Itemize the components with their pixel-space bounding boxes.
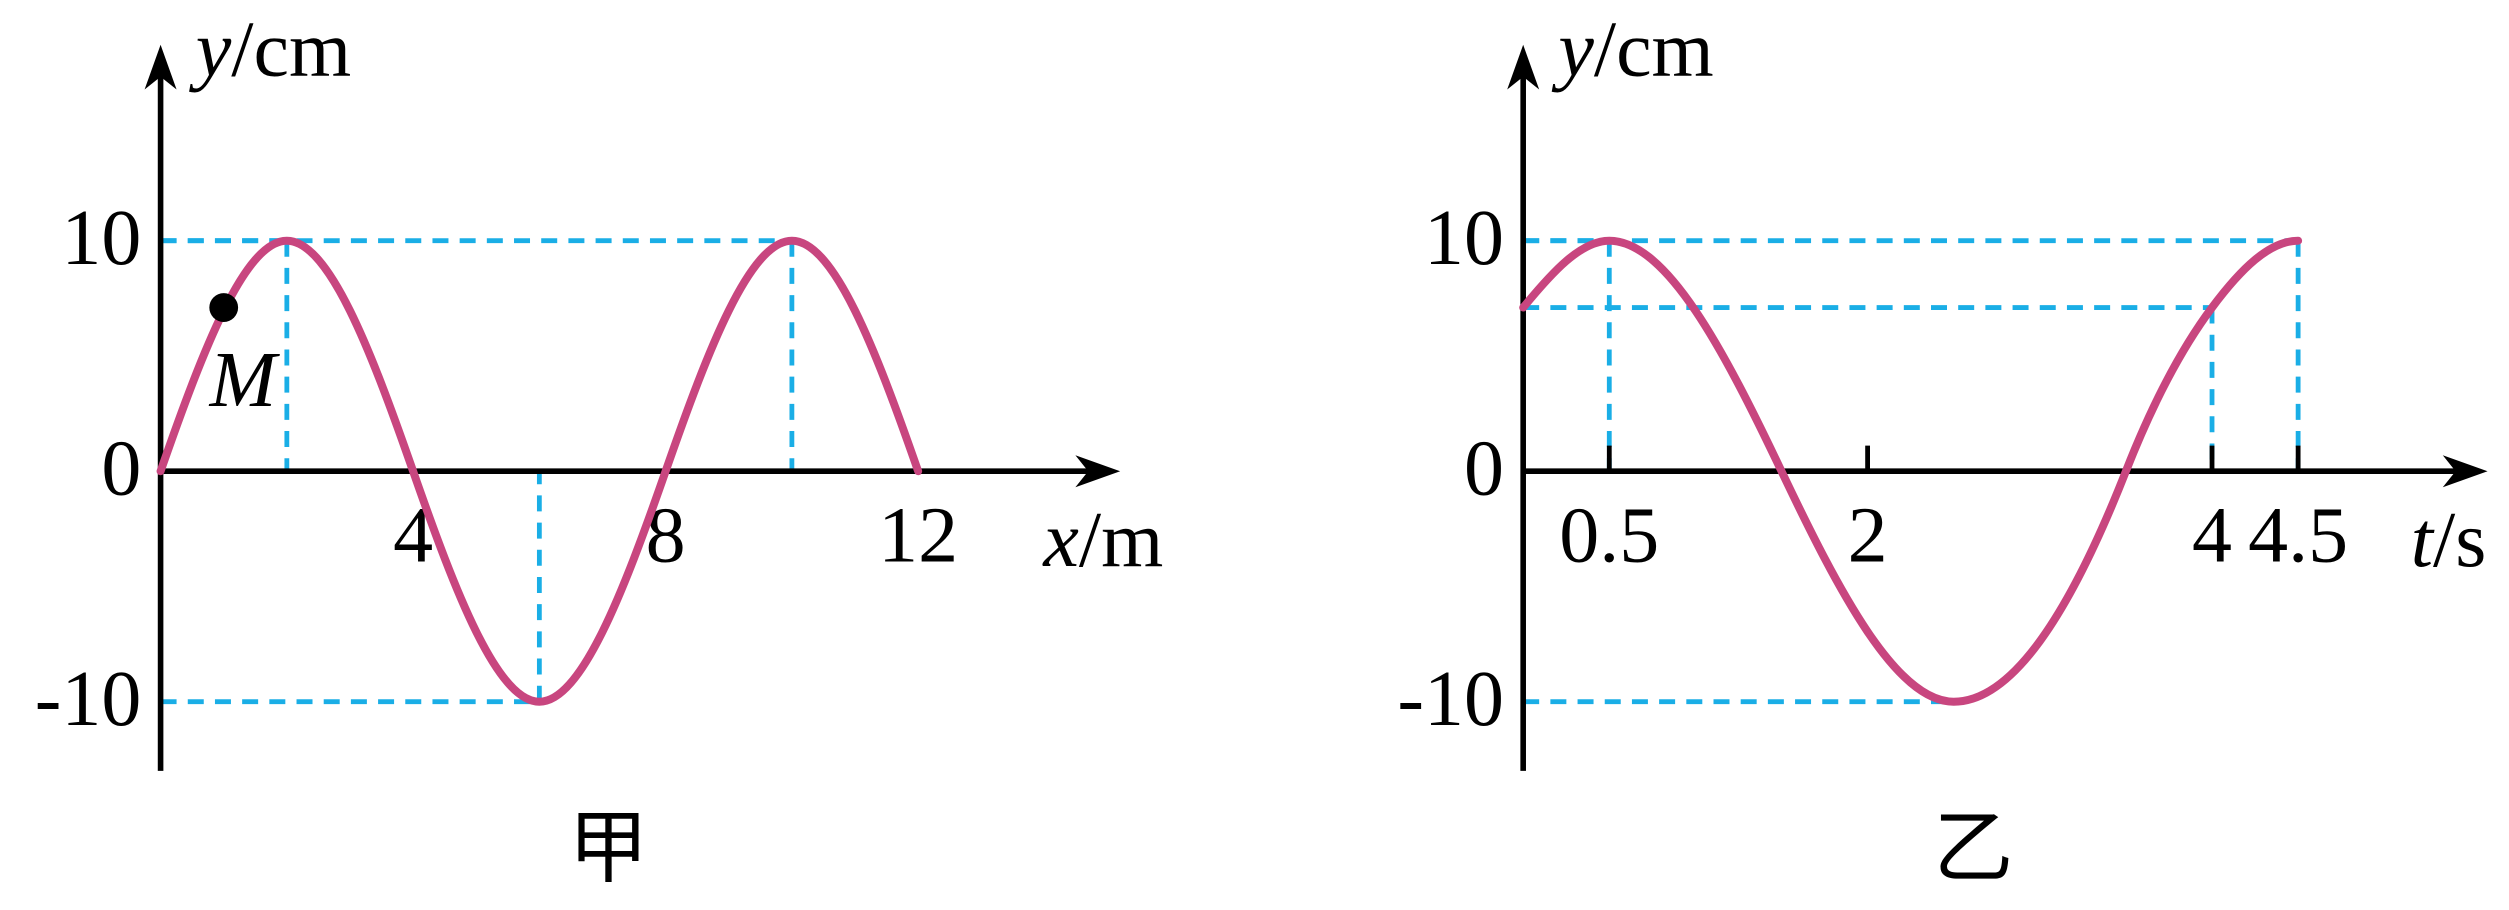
x-axis-label: t/s — [2411, 496, 2487, 584]
caption: 甲 — [568, 806, 648, 894]
y-axis-unit: /cm — [231, 6, 351, 94]
y-tick-label: 10 — [1424, 194, 1504, 282]
y-tick-label: -10 — [35, 655, 142, 743]
y-axis-symbol: y — [189, 6, 232, 94]
y-axis-label: y/cm — [1551, 6, 1713, 94]
caption: 乙 — [1933, 806, 2013, 894]
x-axis-label: x/m — [1042, 496, 1163, 584]
y-tick-label: 0 — [101, 424, 141, 512]
x-axis-arrow — [1075, 455, 1121, 488]
point-label: M — [209, 336, 281, 424]
wave-curve — [1519, 236, 2303, 706]
y-axis-symbol: y — [1551, 6, 1594, 94]
y-axis-arrow — [144, 44, 177, 90]
y-axis-unit: /cm — [1594, 6, 1714, 94]
y-tick-label: -10 — [1397, 655, 1504, 743]
y-tick-label: 0 — [1464, 424, 1504, 512]
y-axis-arrow — [1507, 44, 1540, 90]
x-tick-label: 4.5 — [2248, 492, 2348, 580]
x-axis-symbol: t — [2411, 496, 2435, 584]
x-axis-arrow — [2442, 455, 2488, 488]
y-tick-label: 10 — [61, 194, 141, 282]
x-tick-label: 0.5 — [1559, 492, 1659, 580]
wave-curve — [156, 236, 923, 706]
x-tick-label: 2 — [1848, 492, 1888, 580]
x-axis-symbol: x — [1042, 496, 1079, 584]
x-tick-label: 4 — [2192, 492, 2232, 580]
point-marker — [209, 293, 239, 322]
x-tick-label: 12 — [878, 492, 958, 580]
x-axis-unit: /s — [2433, 496, 2486, 584]
y-axis-label: y/cm — [189, 6, 351, 94]
x-axis-unit: /m — [1079, 496, 1163, 584]
